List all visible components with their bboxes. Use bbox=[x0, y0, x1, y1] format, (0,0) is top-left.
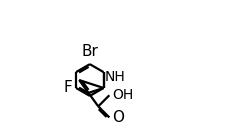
Text: O: O bbox=[112, 110, 124, 125]
Text: NH: NH bbox=[105, 70, 126, 84]
Text: F: F bbox=[63, 80, 72, 95]
Text: OH: OH bbox=[112, 88, 133, 102]
Text: Br: Br bbox=[81, 44, 98, 59]
